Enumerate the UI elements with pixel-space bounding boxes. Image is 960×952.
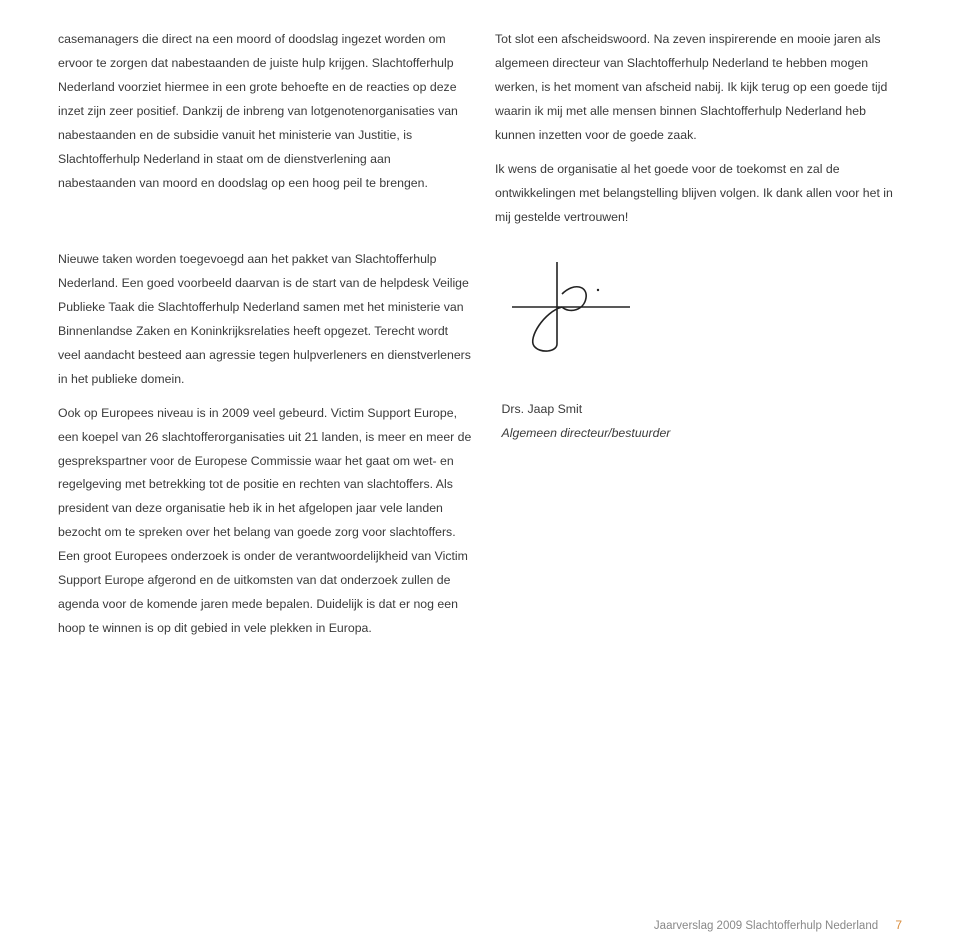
right-paragraph-2: Ik wens de organisatie al het goede voor… bbox=[495, 158, 902, 230]
signature-image bbox=[502, 252, 902, 362]
footer-text: Jaarverslag 2009 Slachtofferhulp Nederla… bbox=[654, 920, 878, 932]
signature-block: Drs. Jaap Smit Algemeen directeur/bestuu… bbox=[502, 240, 902, 652]
left-column: casemanagers die direct na een moord of … bbox=[58, 28, 465, 240]
two-column-layout: casemanagers die direct na een moord of … bbox=[58, 28, 902, 240]
page-footer: Jaarverslag 2009 Slachtofferhulp Nederla… bbox=[654, 918, 902, 932]
author-role: Algemeen directeur/bestuurder bbox=[502, 422, 902, 446]
author-name: Drs. Jaap Smit bbox=[502, 398, 902, 422]
lower-paragraph-2: Ook op Europees niveau is in 2009 veel g… bbox=[58, 402, 472, 642]
lower-left-block: Nieuwe taken worden toegevoegd aan het p… bbox=[58, 248, 472, 652]
lower-row: Nieuwe taken worden toegevoegd aan het p… bbox=[58, 240, 902, 652]
lower-paragraph-1: Nieuwe taken worden toegevoegd aan het p… bbox=[58, 248, 472, 392]
right-column: Tot slot een afscheidswoord. Na zeven in… bbox=[495, 28, 902, 240]
left-paragraph-1: casemanagers die direct na een moord of … bbox=[58, 28, 465, 196]
page-number: 7 bbox=[895, 918, 902, 932]
right-paragraph-1: Tot slot een afscheidswoord. Na zeven in… bbox=[495, 28, 902, 148]
